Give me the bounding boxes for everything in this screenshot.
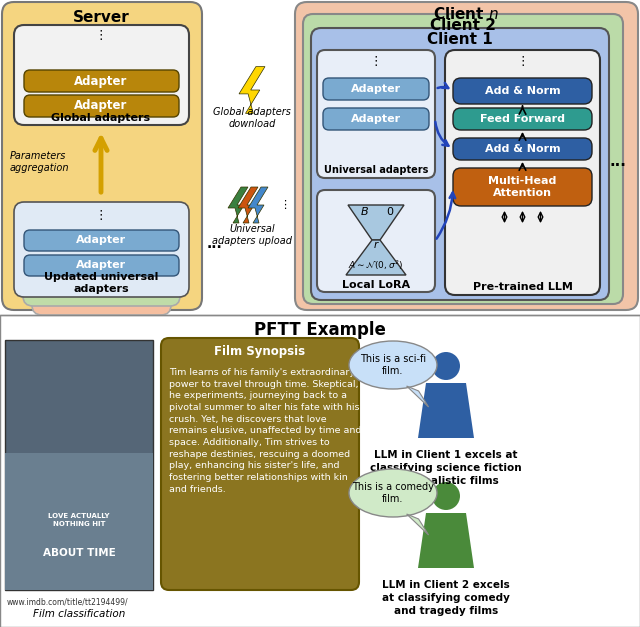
Text: Client 2: Client 2 <box>430 19 496 33</box>
Bar <box>5 453 153 590</box>
FancyBboxPatch shape <box>24 230 179 251</box>
Polygon shape <box>418 513 474 568</box>
Text: Film classification: Film classification <box>33 609 125 619</box>
Text: Adapter: Adapter <box>351 84 401 94</box>
Text: ···: ··· <box>207 241 223 255</box>
Text: ⋮: ⋮ <box>280 200 291 210</box>
Text: Film Synopsis: Film Synopsis <box>214 345 305 359</box>
Text: Universal
adapters upload: Universal adapters upload <box>212 224 292 246</box>
FancyBboxPatch shape <box>453 168 592 206</box>
Text: Tim learns of his family's extraordinary
power to travel through time. Skeptical: Tim learns of his family's extraordinary… <box>169 368 362 493</box>
Text: ⋮: ⋮ <box>95 28 108 41</box>
Text: LLM in Client 2 excels
at classifying comedy
and tragedy films: LLM in Client 2 excels at classifying co… <box>382 580 510 616</box>
FancyBboxPatch shape <box>317 50 435 178</box>
Text: Multi-Head
Attention: Multi-Head Attention <box>488 176 557 198</box>
FancyBboxPatch shape <box>445 50 600 295</box>
Text: Global adapters
download: Global adapters download <box>213 107 291 129</box>
Polygon shape <box>348 205 404 240</box>
Text: Adapter: Adapter <box>74 75 128 88</box>
FancyBboxPatch shape <box>295 2 638 310</box>
Text: Adapter: Adapter <box>76 235 126 245</box>
FancyBboxPatch shape <box>317 190 435 292</box>
Text: ABOUT TIME: ABOUT TIME <box>43 547 115 557</box>
Text: Add & Norm: Add & Norm <box>484 144 560 154</box>
Text: Client $n$: Client $n$ <box>433 6 499 22</box>
Text: www.imdb.com/title/tt2194499/: www.imdb.com/title/tt2194499/ <box>7 598 129 606</box>
Text: ⋮: ⋮ <box>516 56 529 68</box>
Text: Adapter: Adapter <box>74 100 128 112</box>
FancyBboxPatch shape <box>323 108 429 130</box>
Text: Feed Forward: Feed Forward <box>480 114 565 124</box>
Polygon shape <box>406 386 429 407</box>
FancyBboxPatch shape <box>453 108 592 130</box>
Text: This is a comedy
film.: This is a comedy film. <box>352 482 434 504</box>
Text: LOVE ACTUALLY
NOTHING HIT: LOVE ACTUALLY NOTHING HIT <box>48 514 109 527</box>
FancyBboxPatch shape <box>453 78 592 104</box>
Circle shape <box>432 482 460 510</box>
Text: This is a sci-fi
film.: This is a sci-fi film. <box>360 354 426 376</box>
Bar <box>0 315 640 627</box>
Circle shape <box>432 352 460 380</box>
FancyBboxPatch shape <box>23 211 180 306</box>
FancyBboxPatch shape <box>24 95 179 117</box>
Text: Universal adapters: Universal adapters <box>324 165 428 175</box>
Ellipse shape <box>349 341 437 389</box>
FancyBboxPatch shape <box>32 220 171 315</box>
Text: Server: Server <box>72 9 129 24</box>
Text: Parameters
aggregation: Parameters aggregation <box>10 151 70 173</box>
Polygon shape <box>248 187 268 223</box>
Text: ···: ··· <box>609 157 627 172</box>
Ellipse shape <box>349 469 437 517</box>
Text: Updated universal
adapters: Updated universal adapters <box>44 272 158 294</box>
FancyBboxPatch shape <box>24 255 179 276</box>
FancyBboxPatch shape <box>2 2 202 310</box>
Text: $0$: $0$ <box>386 205 394 217</box>
Text: $r$: $r$ <box>372 240 380 251</box>
Text: ⋮: ⋮ <box>95 209 108 221</box>
Polygon shape <box>346 240 406 275</box>
Text: Pre-trained LLM: Pre-trained LLM <box>472 282 572 292</box>
FancyBboxPatch shape <box>14 202 189 297</box>
Polygon shape <box>238 187 258 223</box>
FancyBboxPatch shape <box>453 138 592 160</box>
Text: Add & Norm: Add & Norm <box>484 86 560 96</box>
Text: $A \sim \mathcal{N}(0,\sigma^2)$: $A \sim \mathcal{N}(0,\sigma^2)$ <box>348 258 404 271</box>
FancyBboxPatch shape <box>323 78 429 100</box>
Polygon shape <box>228 187 248 223</box>
FancyBboxPatch shape <box>303 14 623 304</box>
FancyBboxPatch shape <box>14 25 189 125</box>
Text: Local LoRA: Local LoRA <box>342 280 410 290</box>
Polygon shape <box>406 514 429 535</box>
Text: ⋮: ⋮ <box>370 56 382 68</box>
Text: Client 1: Client 1 <box>427 33 493 48</box>
Text: $B$: $B$ <box>360 205 369 217</box>
FancyBboxPatch shape <box>24 70 179 92</box>
FancyBboxPatch shape <box>311 28 609 300</box>
Text: Global adapters: Global adapters <box>51 113 150 123</box>
Text: PFTT Example: PFTT Example <box>254 321 386 339</box>
Polygon shape <box>418 383 474 438</box>
Polygon shape <box>239 66 265 113</box>
Text: Adapter: Adapter <box>351 114 401 124</box>
FancyBboxPatch shape <box>161 338 359 590</box>
Bar <box>5 340 153 590</box>
Text: LLM in Client 1 excels at
classifying science fiction
and realistic films: LLM in Client 1 excels at classifying sc… <box>370 450 522 485</box>
Text: Adapter: Adapter <box>76 260 126 270</box>
